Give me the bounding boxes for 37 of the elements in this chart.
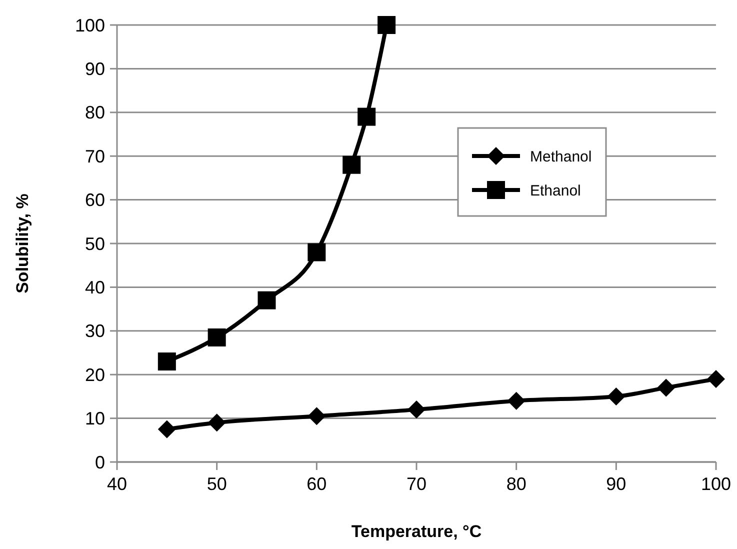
y-tick-label: 20 [84, 364, 105, 385]
y-tick-label: 100 [74, 15, 105, 36]
y-tick-label: 30 [84, 321, 105, 342]
x-tick-label: 50 [206, 474, 227, 494]
point [208, 414, 226, 432]
x-tick-label: 90 [606, 474, 626, 494]
point [342, 156, 361, 174]
x-tick-label: 40 [106, 474, 128, 494]
x-tick-label: 60 [306, 474, 327, 494]
point [158, 420, 176, 438]
point [308, 407, 326, 426]
point [258, 291, 276, 310]
point [408, 400, 426, 419]
y-tick-label: 0 [94, 452, 105, 472]
legend-label: Methanol [530, 148, 592, 166]
y-tick-label: 10 [84, 408, 105, 429]
y-tick-label: 40 [84, 278, 105, 298]
point [208, 328, 226, 346]
y-tick-label: 70 [84, 146, 105, 166]
y-tick-label: 80 [84, 102, 105, 123]
y-axis-title: Solubility, % [13, 194, 32, 294]
point [358, 108, 376, 126]
point [378, 16, 396, 34]
legend-label: Ethanol [530, 182, 581, 200]
point [308, 243, 326, 262]
point [158, 352, 176, 370]
x-axis-title: Temperature, °C [351, 522, 482, 541]
point [607, 387, 626, 406]
y-tick-label: 90 [84, 59, 105, 79]
x-tick-label: 80 [506, 474, 526, 494]
point [707, 370, 725, 388]
y-tick-label: 60 [84, 190, 105, 210]
point [507, 392, 526, 410]
point [657, 378, 676, 397]
x-tick-label: 100 [700, 474, 732, 494]
y-tick-label: 50 [84, 234, 105, 254]
x-tick-label: 70 [406, 474, 427, 494]
